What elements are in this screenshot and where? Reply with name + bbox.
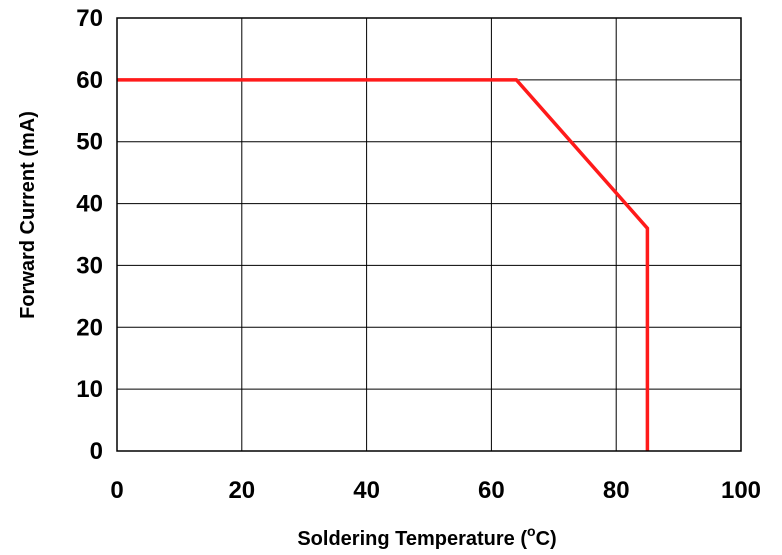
y-tick-label: 40 xyxy=(76,191,103,218)
y-tick-label: 0 xyxy=(90,438,103,465)
y-tick-label: 30 xyxy=(76,252,103,279)
plot-border xyxy=(116,17,742,452)
x-tick-label: 40 xyxy=(353,477,380,504)
x-tick-label: 20 xyxy=(228,477,255,504)
x-axis-unit-superscript: o xyxy=(527,523,536,539)
y-tick-labels: 0 10 20 30 40 50 60 70 xyxy=(76,5,103,465)
y-axis-title: Forward Current (mA) xyxy=(17,111,39,319)
x-axis-unit-tail: C) xyxy=(536,528,557,550)
y-tick-label: 20 xyxy=(76,314,103,341)
x-tick-labels: 0 20 40 60 80 100 xyxy=(110,477,761,504)
plot-frame xyxy=(116,17,742,452)
series-layer xyxy=(117,78,650,451)
y-tick-label: 70 xyxy=(76,5,103,32)
x-tick-label: 0 xyxy=(110,477,123,504)
series-line xyxy=(117,78,650,451)
x-tick-label: 80 xyxy=(603,477,630,504)
x-axis-title-text: Soldering Temperature ( xyxy=(297,528,527,550)
y-tick-label: 50 xyxy=(76,129,103,156)
x-axis-title: Soldering Temperature (oC) xyxy=(297,523,556,550)
grid xyxy=(117,18,741,451)
y-tick-label: 60 xyxy=(76,67,103,94)
x-tick-label: 100 xyxy=(721,477,761,504)
x-tick-label: 60 xyxy=(478,477,505,504)
y-tick-label: 10 xyxy=(76,376,103,403)
